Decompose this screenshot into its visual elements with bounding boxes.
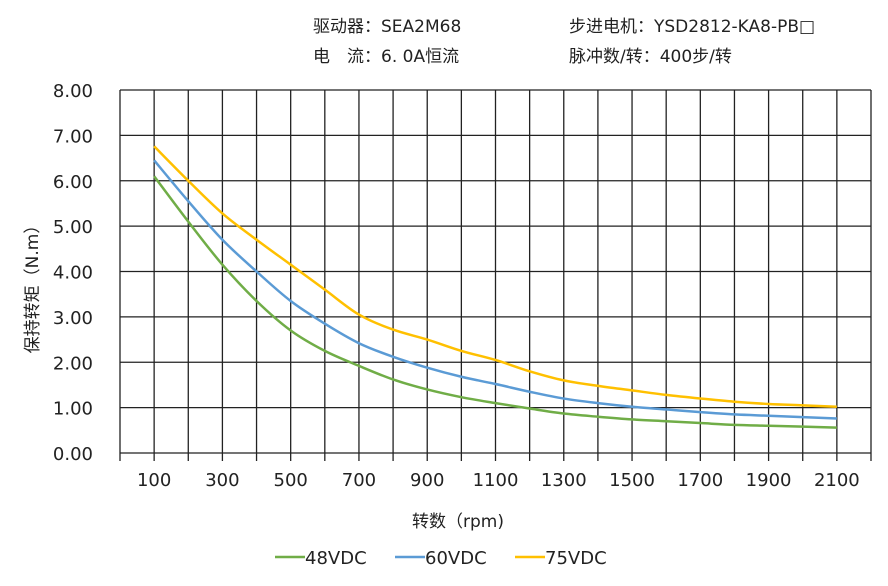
x-tick-label: 2100 — [814, 470, 860, 491]
x-tick-label: 1300 — [541, 470, 587, 491]
motor-label: 步进电机：YSD2812-KA8-PB□ — [569, 17, 816, 37]
y-tick-label: 8.00 — [53, 81, 93, 102]
legend-label: 60VDC — [425, 548, 487, 569]
x-tick-label: 500 — [274, 470, 308, 491]
x-tick-label: 1100 — [473, 470, 519, 491]
driver-label: 驱动器：SEA2M68 — [313, 17, 462, 37]
y-tick-label: 7.00 — [53, 126, 93, 147]
series-line-75VDC — [153, 145, 837, 408]
y-tick-label: 2.00 — [53, 353, 93, 374]
y-axis-label: 保持转矩（N.m） — [23, 217, 43, 354]
x-tick-label: 900 — [410, 470, 444, 491]
legend-label: 48VDC — [305, 548, 367, 569]
pulses-label: 脉冲数/转：400步/转 — [569, 47, 732, 67]
current-label: 电 流：6. 0A恒流 — [313, 47, 460, 67]
y-tick-label: 3.00 — [53, 308, 93, 329]
x-tick-label: 1700 — [677, 470, 723, 491]
y-tick-label: 4.00 — [53, 263, 93, 284]
y-tick-label: 0.00 — [53, 444, 93, 465]
y-tick-label: 1.00 — [53, 399, 93, 420]
series-line-60VDC — [153, 159, 837, 420]
x-tick-label: 1900 — [746, 470, 792, 491]
x-axis-label: 转数（rpm) — [412, 512, 504, 532]
series-line-48VDC — [153, 175, 837, 429]
x-tick-label: 1500 — [609, 470, 655, 491]
y-tick-label: 5.00 — [53, 217, 93, 238]
x-tick-label: 300 — [205, 470, 239, 491]
legend-label: 75VDC — [545, 548, 607, 569]
x-tick-label: 700 — [342, 470, 376, 491]
x-tick-label: 100 — [137, 470, 171, 491]
y-tick-label: 6.00 — [53, 172, 93, 193]
